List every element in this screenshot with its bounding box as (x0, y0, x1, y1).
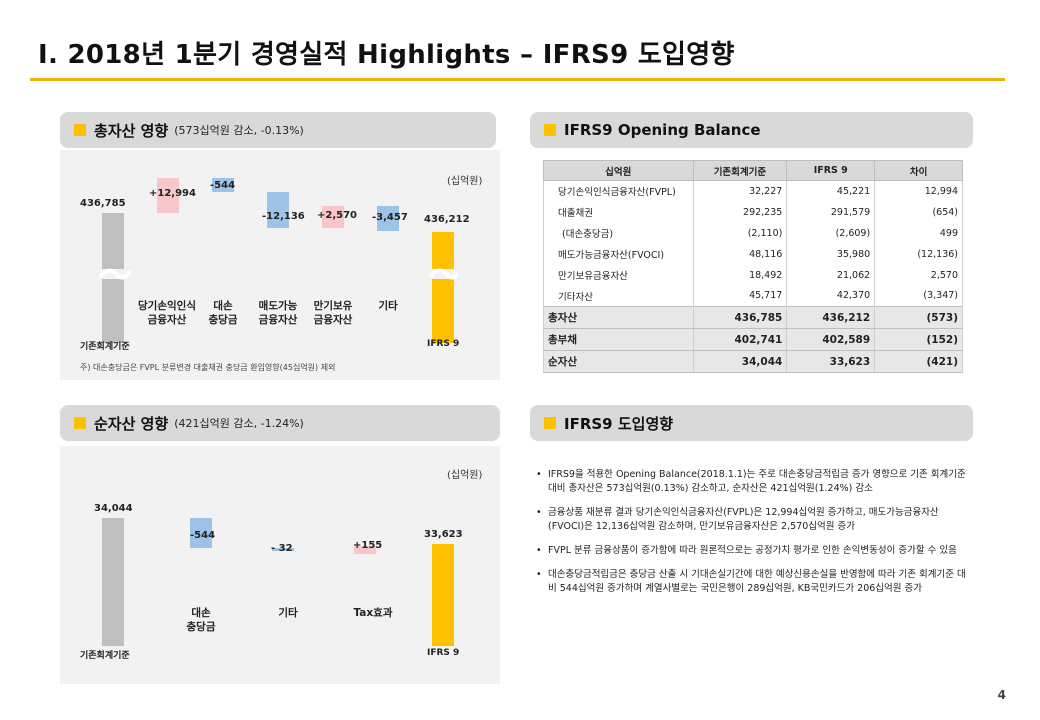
base-label: 기존회계기준 (80, 342, 130, 352)
other-value-label: - 32 (271, 543, 293, 554)
table-row: 기타자산 45,717 42,370 (3,347) (543, 285, 963, 307)
list-item: 대손충당금적립금은 충당금 산출 시 기대손실기간에 대한 예상신용손실을 반영… (536, 568, 966, 596)
axis-break-icon (98, 268, 458, 280)
htm-increase-bar (322, 206, 344, 228)
category-label: 당기손익인식 금융자산 (138, 300, 196, 326)
base-bar-top (102, 213, 124, 269)
bullet-square-icon (74, 417, 86, 429)
category-label: 기타 (378, 300, 398, 312)
table-header-row: 십억원 기존회계기준 IFRS 9 차이 (543, 160, 963, 181)
total-row: 순자산 34,044 33,623 (421) (543, 350, 963, 373)
ifrs9-label: IFRS 9 (427, 339, 460, 349)
base-label: 기존회계기준 (80, 651, 130, 661)
afs-decrease-bar (267, 192, 289, 228)
ifrs9-label: IFRS 9 (427, 648, 460, 658)
table-row: 대출채권 292,235 291,579 (654) (543, 201, 963, 223)
impact-bullet-list: IFRS9을 적용한 Opening Balance(2018.1.1)는 주로… (536, 468, 966, 606)
htm-value-label: +2,570 (317, 210, 358, 221)
total-assets-unit: (십억원) (447, 176, 483, 187)
category-label: Tax효과 (353, 607, 393, 619)
bullet-square-icon (544, 124, 556, 136)
list-item: FVPL 분류 금융상품이 증가함에 따라 원론적으로는 공정가치 평가로 인한… (536, 544, 966, 558)
tax-increase-bar (354, 546, 376, 554)
bullet-square-icon (544, 417, 556, 429)
other-decrease-bar (377, 206, 399, 231)
title-divider (30, 78, 1005, 81)
column-header: 십억원 (543, 160, 694, 181)
base-value-label: 436,785 (80, 198, 126, 209)
total-assets-chart-panel (60, 150, 500, 380)
other-decrease-bar (272, 548, 294, 551)
total-row: 총부채 402,741 402,589 (152) (543, 328, 963, 351)
column-header: 차이 (874, 160, 963, 181)
table-row: 매도가능금융자산(FVOCI) 48,116 35,980 (12,136) (543, 243, 963, 265)
loan-loss-decrease-bar (190, 518, 212, 548)
net-assets-header: 순자산 영향 (421십억원 감소, -1.24%) (60, 405, 500, 441)
bullet-square-icon (74, 124, 86, 136)
opening-balance-table: 십억원 기존회계기준 IFRS 9 차이 당기손익인식금융자산(FVPL) 32… (543, 160, 963, 373)
loan-loss-value-label: -544 (190, 530, 216, 541)
ifrs9-bar-top (432, 232, 454, 269)
ifrs9-value-label: 33,623 (424, 529, 463, 540)
ifrs9-value-label: 436,212 (424, 214, 470, 225)
loan-loss-value-label: -544 (210, 180, 236, 191)
impact-title: IFRS9 도입영향 (564, 414, 674, 433)
base-bar (102, 518, 124, 646)
fvpl-value-label: +12,994 (149, 188, 196, 199)
net-assets-title: 순자산 영향 (94, 414, 169, 433)
category-label: 대손 충당금 (208, 300, 238, 326)
table-row: 당기손익인식금융자산(FVPL) 32,227 45,221 12,994 (543, 180, 963, 202)
column-header: IFRS 9 (786, 160, 876, 181)
base-value-label: 34,044 (94, 503, 133, 514)
net-assets-chart-panel (60, 446, 500, 684)
impact-header: IFRS9 도입영향 (530, 405, 973, 441)
ifrs9-bar-bottom (432, 279, 454, 343)
category-label: 기타 (278, 607, 298, 619)
category-label: 대손 충당금 (186, 607, 216, 633)
base-bar-bottom (102, 279, 124, 343)
fvpl-increase-bar (157, 178, 179, 213)
column-header: 기존회계기준 (692, 160, 788, 181)
page-title: Ⅰ. 2018년 1분기 경영실적 Highlights – IFRS9 도입영… (38, 40, 735, 70)
afs-value-label: -12,136 (262, 211, 305, 222)
ifrs9-bar (432, 544, 454, 646)
other-value-label: -3,457 (372, 212, 408, 223)
category-label: 만기보유 금융자산 (313, 300, 353, 326)
category-label: 매도가능 금융자산 (258, 300, 298, 326)
table-row: (대손충당금) (2,110) (2,609) 499 (543, 222, 963, 244)
total-assets-subtitle: (573십억원 감소, -0.13%) (174, 124, 304, 137)
page-number: 4 (997, 688, 1006, 702)
loan-loss-decrease-bar (212, 178, 234, 192)
list-item: IFRS9을 적용한 Opening Balance(2018.1.1)는 주로… (536, 468, 966, 496)
table-row: 만기보유금융자산 18,492 21,062 2,570 (543, 264, 963, 286)
total-assets-header: 총자산 영향 (573십억원 감소, -0.13%) (60, 112, 496, 148)
footnote: 주) 대손충당금은 FVPL 분류변경 대출채권 충당금 환입영향(45십억원)… (80, 363, 336, 372)
net-assets-unit: (십억원) (447, 470, 483, 481)
opening-balance-header: IFRS9 Opening Balance (530, 112, 973, 148)
opening-balance-title: IFRS9 Opening Balance (564, 121, 761, 139)
total-row: 총자산 436,785 436,212 (573) (543, 306, 963, 329)
tax-value-label: +155 (353, 540, 383, 551)
total-assets-title: 총자산 영향 (94, 121, 169, 140)
list-item: 금융상품 재분류 결과 당기손익인식금융자산(FVPL)은 12,994십억원 … (536, 506, 966, 534)
net-assets-subtitle: (421십억원 감소, -1.24%) (174, 417, 304, 430)
